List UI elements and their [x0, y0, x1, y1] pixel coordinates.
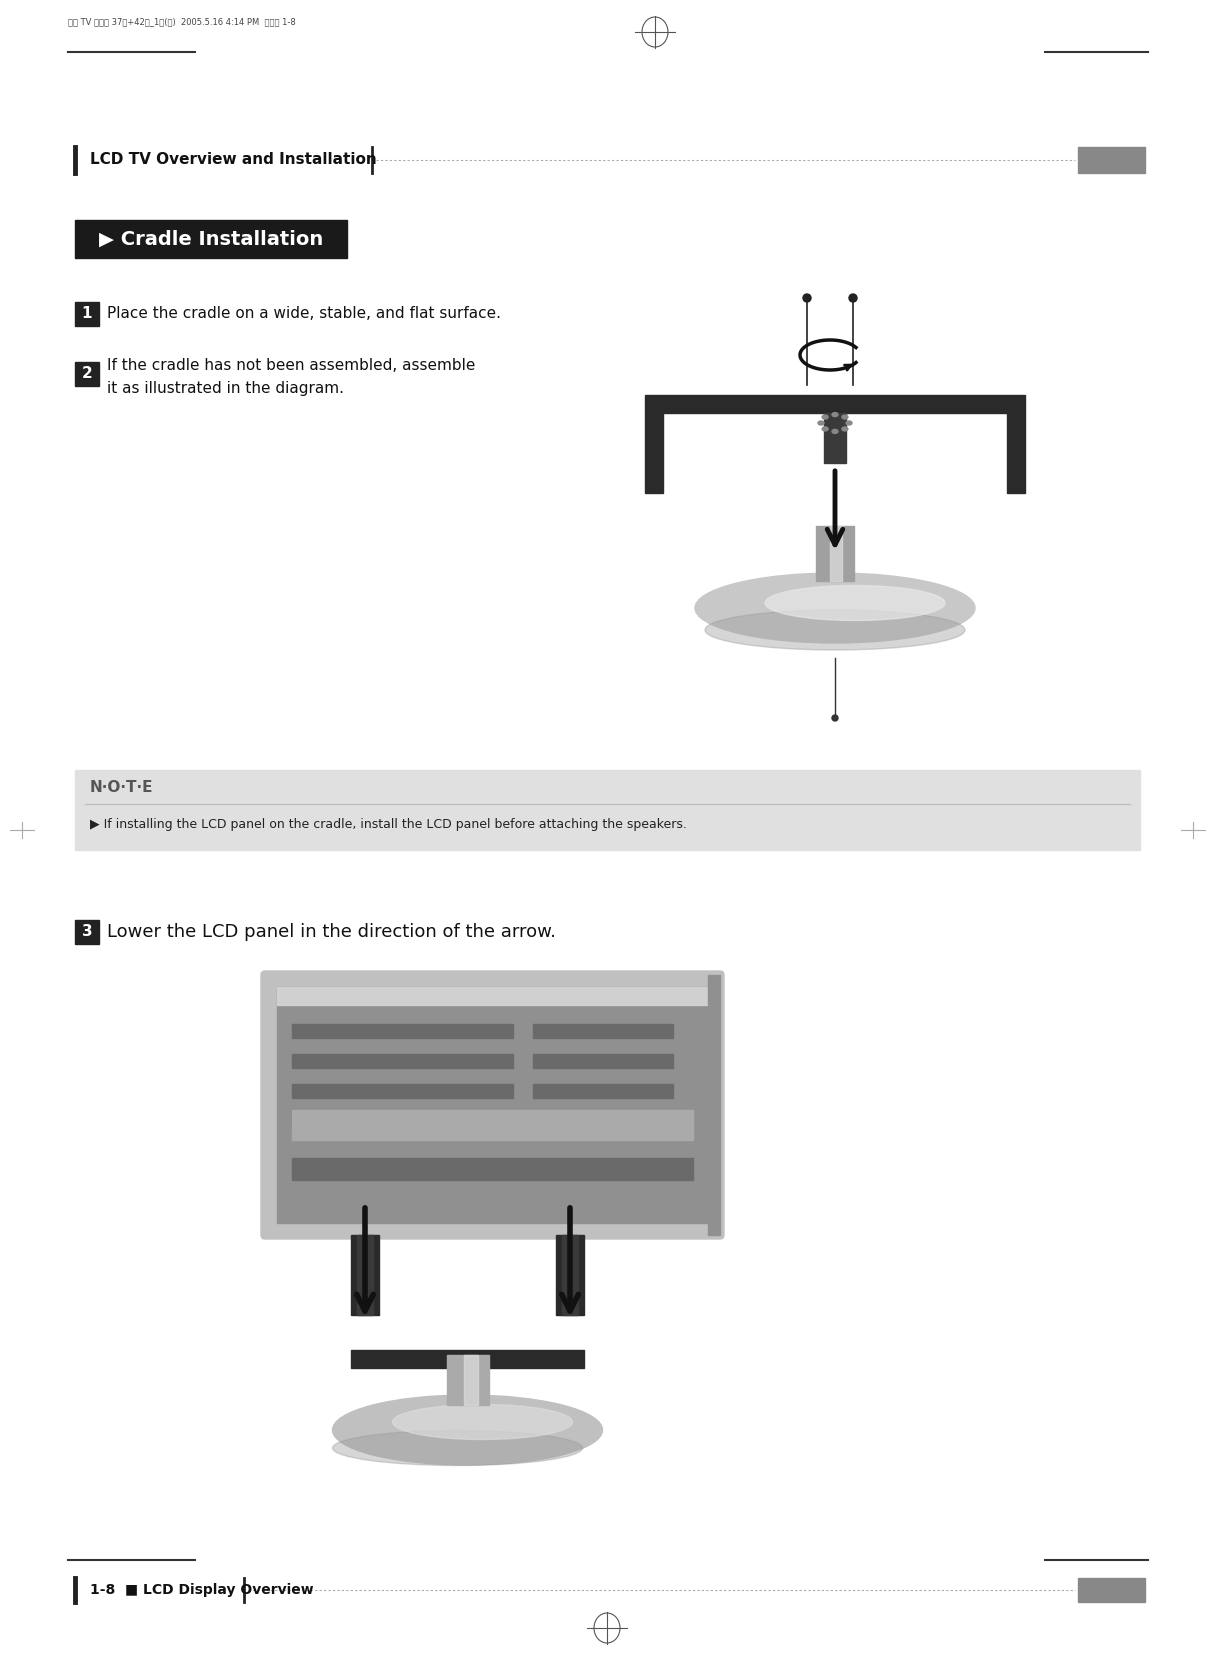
Ellipse shape — [695, 573, 974, 642]
Text: ▶ If installing the LCD panel on the cradle, install the LCD panel before attach: ▶ If installing the LCD panel on the cra… — [90, 818, 686, 832]
Ellipse shape — [832, 715, 838, 720]
Text: Place the cradle on a wide, stable, and flat surface.: Place the cradle on a wide, stable, and … — [107, 307, 501, 322]
Bar — [824, 413, 846, 463]
Bar — [75, 770, 1140, 850]
Bar — [357, 1235, 373, 1315]
Bar — [351, 1350, 584, 1368]
Bar — [532, 1114, 673, 1129]
Text: LCD TV Overview and Installation: LCD TV Overview and Installation — [90, 153, 377, 168]
Bar — [292, 1159, 693, 1180]
Bar — [75, 920, 98, 945]
Ellipse shape — [392, 1404, 572, 1439]
Bar — [532, 1084, 673, 1097]
Bar — [532, 1024, 673, 1038]
Bar — [277, 988, 708, 1223]
Bar — [351, 1235, 379, 1315]
Bar — [292, 1054, 513, 1067]
Ellipse shape — [823, 415, 829, 418]
Bar — [292, 1111, 693, 1140]
FancyBboxPatch shape — [261, 971, 724, 1238]
Bar — [556, 1235, 584, 1315]
Bar — [75, 362, 98, 387]
Bar — [708, 974, 720, 1235]
Ellipse shape — [803, 294, 810, 302]
Ellipse shape — [333, 1394, 603, 1466]
Bar — [830, 526, 842, 581]
Text: 대형 TV 메뉴얼 37형+42형_1장(영)  2005.5.16 4:14 PM  페이지 1-8: 대형 TV 메뉴얼 37형+42형_1장(영) 2005.5.16 4:14 P… — [68, 18, 295, 27]
Bar — [463, 1355, 477, 1404]
Bar — [75, 221, 347, 257]
Bar — [1007, 413, 1025, 493]
Ellipse shape — [823, 427, 829, 432]
Text: If the cradle has not been assembled, assemble: If the cradle has not been assembled, as… — [107, 359, 475, 374]
Text: 3: 3 — [81, 925, 92, 940]
Ellipse shape — [842, 427, 848, 432]
Text: it as illustrated in the diagram.: it as illustrated in the diagram. — [107, 380, 344, 395]
Bar — [292, 1114, 513, 1129]
Bar — [645, 395, 1025, 413]
Text: N·O·T·E: N·O·T·E — [90, 780, 153, 795]
Bar — [563, 1235, 578, 1315]
Bar — [277, 988, 708, 1004]
Ellipse shape — [832, 413, 838, 417]
Ellipse shape — [333, 1431, 582, 1466]
Ellipse shape — [818, 422, 824, 425]
Bar — [292, 1024, 513, 1038]
Text: Lower the LCD panel in the direction of the arrow.: Lower the LCD panel in the direction of … — [107, 923, 556, 941]
Ellipse shape — [765, 586, 945, 621]
Bar — [446, 1355, 488, 1404]
Bar — [292, 1084, 513, 1097]
Text: 1: 1 — [81, 307, 92, 322]
Bar — [75, 302, 98, 325]
Ellipse shape — [705, 609, 965, 651]
Bar — [532, 1054, 673, 1067]
Text: ▶ Cradle Installation: ▶ Cradle Installation — [98, 229, 323, 249]
Bar — [1078, 1579, 1145, 1602]
Bar — [645, 413, 663, 493]
Ellipse shape — [832, 430, 838, 433]
Ellipse shape — [842, 415, 848, 418]
Text: 2: 2 — [81, 367, 92, 382]
Ellipse shape — [849, 294, 857, 302]
Ellipse shape — [846, 422, 852, 425]
Text: 1-8  ■ LCD Display Overview: 1-8 ■ LCD Display Overview — [90, 1584, 313, 1597]
Bar — [1078, 148, 1145, 173]
Bar — [816, 526, 854, 581]
